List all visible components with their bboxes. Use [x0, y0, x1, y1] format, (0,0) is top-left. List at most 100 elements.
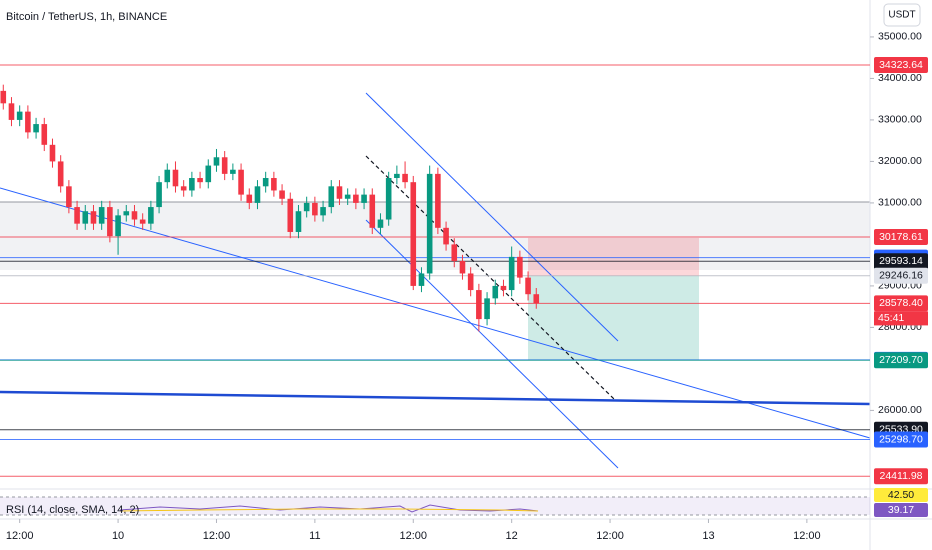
chart-title: Bitcoin / TetherUS, 1h, BINANCE	[6, 11, 167, 23]
candle-body	[426, 173, 433, 274]
candle-body	[139, 219, 146, 224]
x-tick-label: 11	[309, 530, 320, 542]
candle-body	[320, 207, 326, 216]
candle-body	[328, 186, 335, 208]
candle-body	[213, 157, 220, 166]
candle-body	[451, 244, 458, 262]
x-tick-label: 12:00	[400, 530, 428, 542]
candle-body	[49, 144, 56, 162]
countdown: 45:41	[878, 312, 904, 324]
candle-body	[312, 202, 318, 216]
y-tick-label: 34000.00	[878, 72, 922, 84]
price-badge-label: 24411.98	[879, 470, 922, 482]
currency-box[interactable]	[883, 3, 921, 27]
trend-line	[0, 187, 871, 439]
price-badge	[874, 431, 928, 448]
rsi-line	[119, 504, 539, 513]
candle-body	[254, 186, 261, 203]
candle-body	[16, 111, 23, 120]
candle-body	[435, 173, 441, 228]
candle-body	[197, 178, 203, 183]
x-tick-label: 10	[112, 530, 124, 542]
price-badge	[874, 468, 928, 485]
candle-body	[115, 215, 121, 237]
channel-line	[365, 92, 619, 342]
y-tick-label: 33000.00	[878, 114, 922, 126]
candle-body	[246, 194, 253, 203]
candle-body	[336, 186, 343, 199]
rsi-ma	[119, 508, 539, 512]
candle-body	[402, 173, 408, 183]
price-badge	[874, 56, 928, 73]
price-badge-label: 30178.61	[879, 231, 923, 243]
price-badge-label: 28578.40	[879, 297, 923, 309]
candle-body	[107, 207, 113, 237]
candle-body	[164, 169, 171, 183]
candle-body	[66, 186, 72, 208]
candle-body	[361, 194, 367, 203]
candle-body	[172, 169, 179, 187]
candle-body	[410, 182, 417, 286]
candle-body	[262, 178, 269, 187]
candle-body	[303, 202, 310, 212]
price-badge	[874, 352, 928, 369]
x-tick-label: 12:00	[6, 530, 34, 542]
candle-body	[369, 194, 376, 228]
y-tick-label: 32000.00	[878, 155, 922, 167]
rsi-badge-label: 39.17	[888, 504, 914, 516]
x-tick-label: 13	[702, 530, 714, 542]
candle-body	[385, 178, 392, 220]
candle-body	[443, 227, 449, 245]
x-tick-label: 12:00	[203, 530, 231, 542]
candle-body	[0, 90, 7, 104]
y-tick-label: 26000.00	[878, 404, 922, 416]
stop-zone	[528, 238, 699, 276]
candle-body	[148, 207, 154, 224]
y-tick-label: 31000.00	[878, 197, 922, 209]
candle-body	[459, 261, 466, 274]
price-badge-label: 27209.70	[879, 354, 923, 366]
candle-body	[90, 211, 97, 224]
candle-body	[418, 273, 425, 286]
candle-body	[82, 211, 89, 224]
candle-body	[205, 165, 212, 183]
x-tick-label: 12:00	[596, 530, 624, 542]
rsi-badge	[874, 488, 928, 502]
candle-body	[492, 285, 499, 299]
price-badge	[874, 267, 928, 284]
price-badge-label: 25298.70	[879, 433, 923, 445]
price-badge-label: 34323.64	[879, 59, 923, 71]
zone	[0, 202, 870, 270]
candle-body	[287, 198, 294, 232]
x-tick-label: 12	[506, 530, 518, 542]
candle-body	[508, 256, 515, 291]
candle-body	[271, 178, 277, 191]
price-badge	[874, 229, 928, 246]
y-tick-label: 35000.00	[878, 31, 922, 43]
price-badge	[874, 295, 928, 312]
candle-body	[25, 111, 31, 133]
candle-body	[180, 186, 187, 191]
candle-body	[33, 124, 39, 133]
candle-body	[156, 182, 162, 208]
rsi-badge-label: 42.50	[888, 489, 914, 501]
candle-body	[476, 290, 482, 320]
candle-body	[57, 161, 64, 187]
support-line	[0, 390, 871, 406]
rsi-badge	[874, 503, 928, 517]
candle-body	[525, 277, 531, 295]
candle-body	[467, 273, 474, 291]
candle-body	[238, 169, 244, 195]
candle-body	[500, 285, 507, 291]
candle-body	[230, 169, 236, 174]
candle-body	[131, 211, 138, 220]
candle-body	[8, 103, 15, 120]
candle-body	[377, 219, 384, 228]
countdown-badge	[874, 311, 928, 326]
candle-body	[41, 124, 48, 145]
candle-body	[123, 211, 130, 216]
price-badge	[874, 253, 928, 270]
candle-body	[74, 207, 80, 224]
